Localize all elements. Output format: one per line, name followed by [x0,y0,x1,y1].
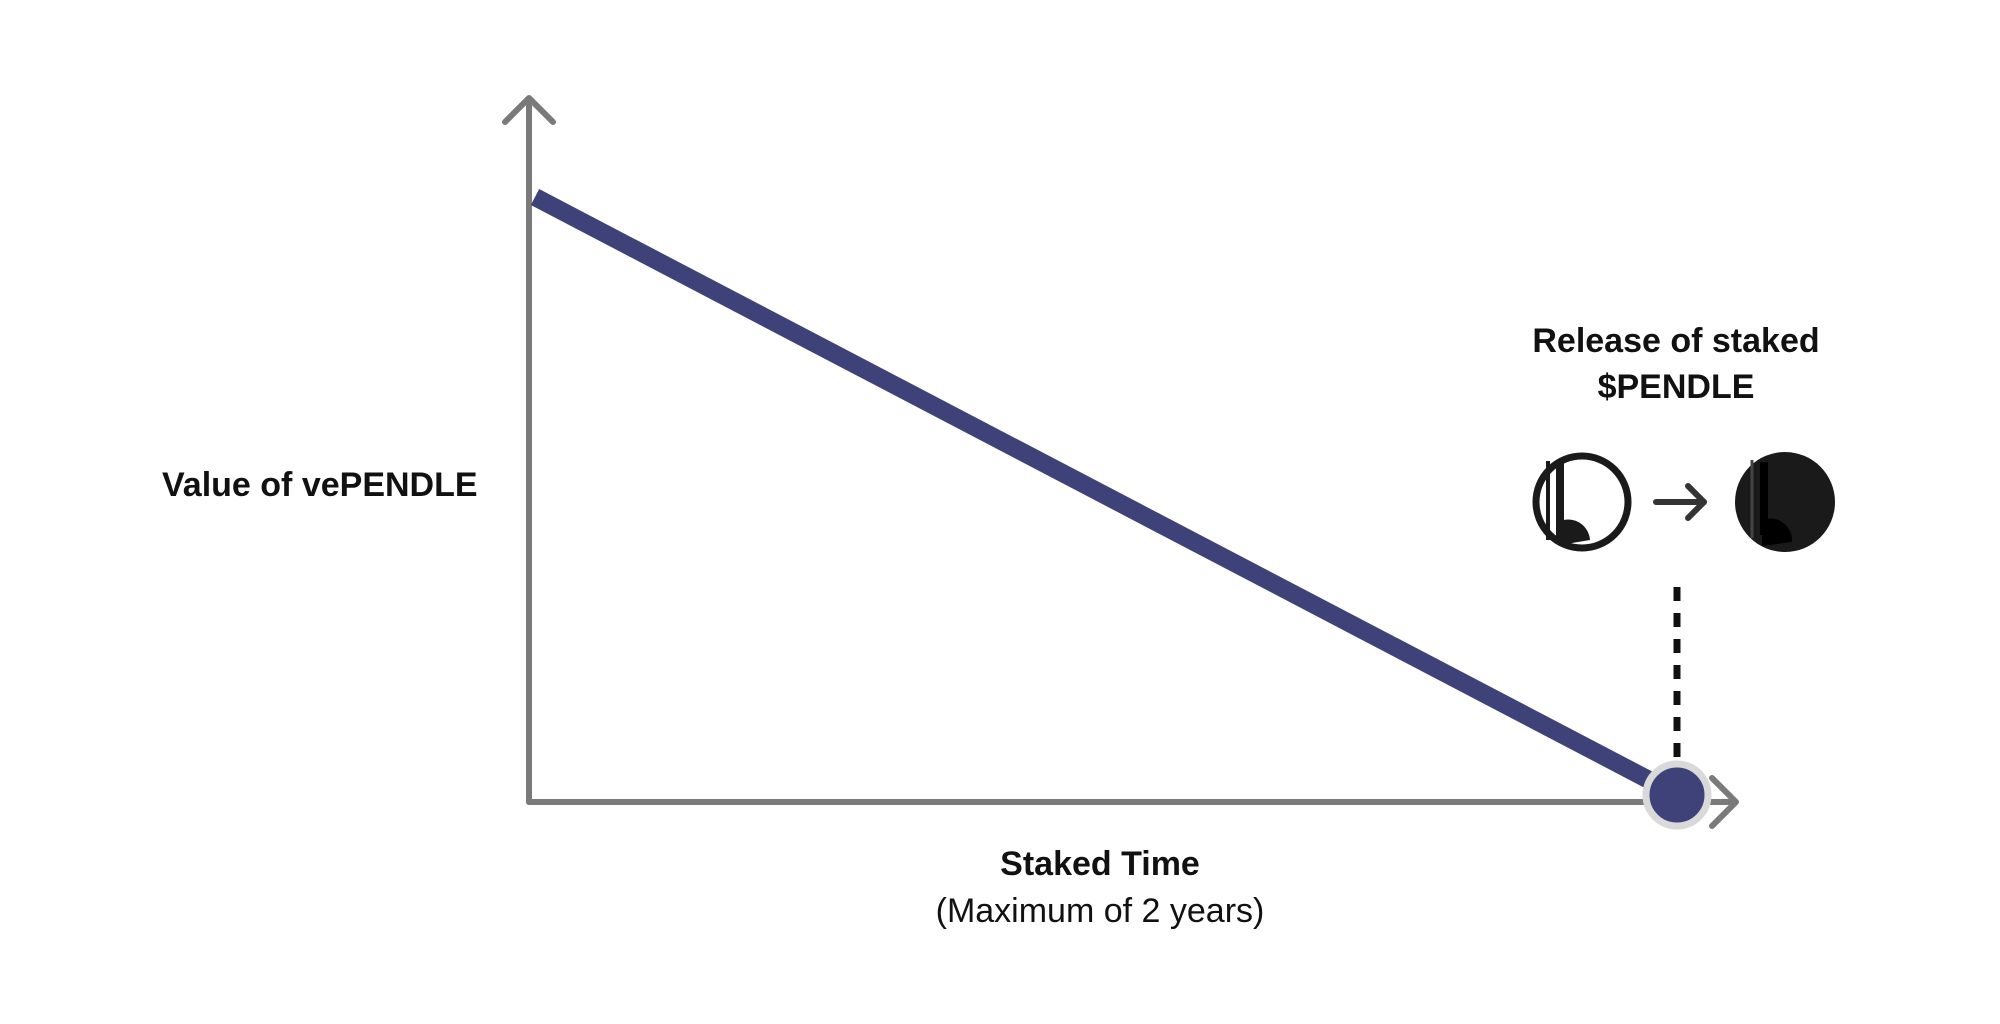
y-axis-label: Value of vePENDLE [162,466,478,504]
token-outline-icon [1532,452,1632,552]
x-axis-sublabel: (Maximum of 2 years) [935,892,1265,930]
vependle-decay-line [530,189,1677,800]
y-axis-arrowhead [502,95,556,125]
arrow-right-icon [1653,483,1707,521]
release-label: Release of staked $PENDLE [1532,322,1820,406]
x-axis-label: Staked Time [1000,845,1200,883]
endpoint-marker [1642,760,1712,830]
x-axis-arrowhead [1709,775,1739,829]
token-filled-icon [1735,452,1835,552]
